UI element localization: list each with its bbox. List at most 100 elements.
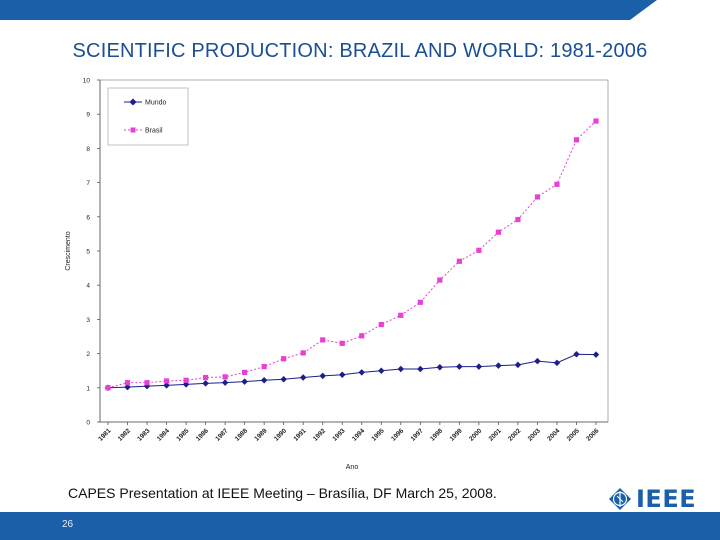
y-tick-label: 8	[86, 146, 90, 153]
data-point-mundo	[436, 364, 444, 371]
data-point-brasil	[359, 333, 365, 339]
legend: Mundo Brasil	[107, 87, 189, 146]
data-point-brasil	[417, 299, 423, 305]
x-tick-label: 2000	[468, 427, 483, 442]
data-point-brasil	[222, 374, 228, 380]
data-point-mundo	[221, 379, 229, 386]
x-tick-label: 1986	[195, 427, 210, 442]
y-tick-label: 1	[86, 385, 90, 392]
x-tick-label: 1994	[351, 427, 366, 442]
slide-caption: CAPES Presentation at IEEE Meeting – Bra…	[68, 485, 497, 501]
x-tick-label: 1985	[175, 427, 190, 442]
top-banner	[0, 0, 720, 20]
y-tick-label: 3	[86, 317, 90, 324]
data-point-mundo	[202, 380, 209, 387]
data-point-brasil	[573, 137, 580, 143]
data-point-brasil	[339, 340, 345, 346]
data-point-mundo	[514, 361, 522, 369]
legend-box	[107, 87, 189, 146]
legend-marker-mundo	[129, 98, 137, 106]
data-point-brasil	[534, 194, 541, 200]
y-axis-label: Crescimento	[65, 231, 72, 270]
data-point-brasil	[437, 277, 443, 283]
data-point-brasil	[476, 247, 482, 253]
data-point-mundo	[417, 365, 424, 373]
x-axis-label: Ano	[346, 464, 359, 471]
data-point-brasil	[593, 118, 599, 124]
series-line-mundo	[107, 353, 597, 389]
data-point-brasil	[242, 369, 248, 376]
data-point-mundo	[241, 378, 248, 385]
data-point-mundo	[378, 367, 385, 374]
x-tick-label: 2006	[585, 427, 600, 442]
page-number: 26	[62, 519, 74, 530]
x-tick-label: 2003	[527, 427, 542, 442]
legend-label-brasil: Brasil	[145, 128, 163, 135]
top-banner-notch	[630, 0, 720, 20]
x-tick-label: 1998	[429, 427, 444, 442]
data-point-brasil	[183, 377, 189, 383]
data-point-brasil	[495, 229, 501, 235]
x-tick-label: 1981	[97, 427, 112, 442]
ieee-logo-text: IEEE	[636, 485, 697, 513]
x-tick-label: 1996	[390, 427, 405, 442]
data-point-mundo	[475, 363, 483, 370]
data-point-brasil	[515, 216, 521, 223]
series-line-brasil	[107, 120, 597, 389]
y-tick-label: 10	[83, 78, 91, 85]
data-point-brasil	[203, 374, 209, 381]
x-tick-label: 2001	[488, 427, 503, 442]
x-tick-label: 1991	[292, 427, 307, 442]
data-point-brasil	[144, 380, 150, 386]
data-point-brasil	[124, 380, 131, 386]
x-tick-label: 1982	[117, 427, 132, 442]
series-group	[104, 118, 600, 392]
data-point-brasil	[456, 258, 462, 264]
data-point-mundo	[280, 375, 287, 383]
data-point-brasil	[554, 181, 560, 187]
x-tick-label: 1988	[234, 427, 249, 442]
x-tick-label: 2005	[566, 427, 581, 442]
data-point-mundo	[534, 357, 541, 365]
x-tick-label: 1997	[410, 427, 425, 442]
x-tick-label: 1999	[449, 427, 464, 442]
data-point-brasil	[320, 337, 326, 343]
x-tick-label: 1995	[371, 427, 386, 442]
legend-marker-brasil	[130, 127, 136, 133]
x-tick-label: 1984	[156, 427, 171, 442]
y-tick-label: 4	[86, 283, 90, 290]
y-tick-label: 6	[86, 214, 90, 221]
x-tick-label: 1987	[214, 427, 229, 442]
data-point-mundo	[573, 351, 580, 358]
x-tick-label: 1990	[273, 427, 288, 442]
x-tick-label: 2002	[507, 427, 522, 442]
data-point-brasil	[378, 321, 384, 328]
footer-bar	[0, 512, 720, 540]
data-point-brasil	[261, 363, 267, 370]
x-tick-label: 1992	[312, 427, 327, 442]
data-point-brasil	[163, 378, 170, 384]
y-tick-label: 5	[86, 249, 90, 256]
slide-title: SCIENTIFIC PRODUCTION: BRAZIL AND WORLD:…	[72, 40, 648, 62]
data-point-brasil	[281, 356, 287, 362]
x-tick-label: 2004	[546, 427, 561, 442]
data-point-brasil	[398, 312, 404, 318]
data-point-mundo	[163, 382, 170, 389]
data-point-brasil	[300, 350, 306, 356]
data-point-mundo	[456, 363, 463, 370]
data-point-mundo	[397, 365, 405, 373]
ieee-logo: IEEE	[608, 484, 696, 514]
legend-label-mundo: Mundo	[145, 100, 167, 107]
data-point-mundo	[338, 371, 346, 379]
data-point-mundo	[260, 377, 268, 384]
data-point-brasil	[105, 385, 111, 391]
data-point-mundo	[299, 374, 307, 381]
data-point-mundo	[592, 351, 600, 358]
y-tick-label: 7	[86, 180, 90, 187]
y-tick-label: 2	[86, 351, 90, 358]
y-ticks: 0 1 2 3 4 5 6 7 8 9 10	[83, 78, 100, 427]
ieee-emblem-icon	[609, 488, 631, 510]
y-tick-label: 0	[86, 420, 90, 427]
x-tick-label: 1993	[331, 427, 346, 442]
